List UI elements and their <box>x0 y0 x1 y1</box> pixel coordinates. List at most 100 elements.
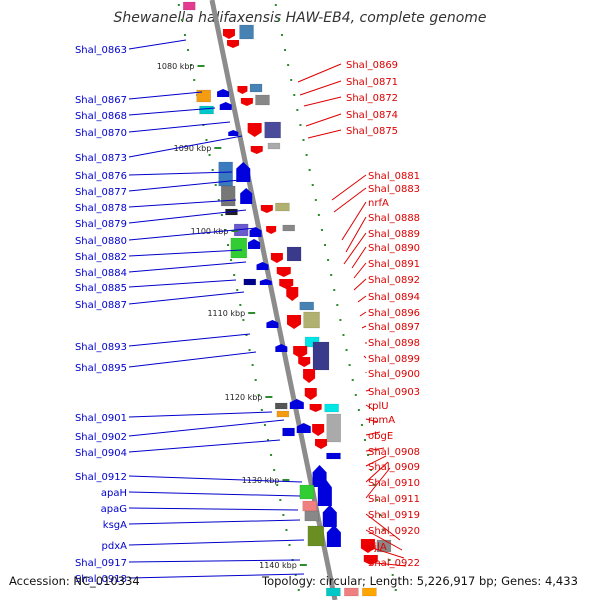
gene-block <box>249 83 263 93</box>
track-dot <box>270 454 273 456</box>
tick-label: 1120 kbp <box>225 393 263 402</box>
gene-connector <box>333 187 367 213</box>
gene-block <box>255 94 270 106</box>
gene-block <box>326 587 341 597</box>
gene-label-right: Shal_0881 <box>368 171 420 182</box>
track-dot <box>293 94 296 96</box>
gene-arrow-forward <box>317 478 332 506</box>
gene-label-right: djlA <box>368 542 387 553</box>
track-dot <box>290 79 293 81</box>
gene-label-right: Shal_0900 <box>368 369 420 380</box>
gene-connector <box>128 351 257 368</box>
gene-connector <box>361 325 367 329</box>
track-dot <box>239 304 242 306</box>
gene-label-right: Shal_0898 <box>368 338 420 349</box>
gene-connector <box>128 491 301 497</box>
track-dot <box>251 364 254 366</box>
gene-arrow-forward <box>275 344 288 352</box>
gene-connector <box>365 561 407 567</box>
track-dot <box>248 349 251 351</box>
gene-label-left: Shal_0877 <box>75 187 127 198</box>
track-dot <box>230 259 233 261</box>
gene-arrow-forward <box>326 525 341 547</box>
gene-arrow-forward <box>266 320 279 328</box>
gene-label-right: Shal_0874 <box>346 110 398 121</box>
gene-arrow-reverse <box>293 346 308 358</box>
track-dot <box>376 499 379 501</box>
gene-connector <box>128 107 216 116</box>
gene-arrow-forward <box>248 239 261 249</box>
gene-connector <box>299 80 342 96</box>
gene-connector <box>359 311 367 317</box>
left-gene-labels: Shal_0863 Shal_0867 Shal_0868 Shal_0870 Shal… <box>75 39 305 585</box>
track-dot <box>236 289 239 291</box>
gene-block <box>304 510 320 522</box>
gene-block <box>362 587 377 597</box>
gene-arrow-reverse <box>247 123 262 137</box>
track-dot <box>205 139 208 141</box>
gene-label-right: nrfA <box>368 198 389 209</box>
track-dot <box>211 169 214 171</box>
track-dot <box>391 574 394 576</box>
gene-label-left: Shal_0876 <box>75 171 127 182</box>
gene-block <box>230 237 248 259</box>
track-dot <box>280 34 283 36</box>
gene-label-right: rpmA <box>368 415 395 426</box>
gene-connector <box>128 39 187 50</box>
gene-label-left: Shal_0917 <box>75 558 127 569</box>
track-dot <box>260 409 263 411</box>
track-dot <box>320 229 323 231</box>
track-dot <box>273 469 276 471</box>
gene-label-left: Shal_0884 <box>75 268 127 279</box>
tick-label: 1140 kbp <box>259 561 297 570</box>
track-dot <box>274 4 277 6</box>
gene-label-left: Shal_0867 <box>75 95 127 106</box>
gene-arrow-forward <box>322 505 337 527</box>
gene-arrow-reverse <box>312 424 325 436</box>
gene-features <box>182 1 392 597</box>
track-dot <box>279 499 282 501</box>
gene-arrow-forward <box>289 399 304 409</box>
gene-connector <box>128 559 301 563</box>
gene-arrow-reverse <box>250 146 263 154</box>
gene-block <box>344 587 359 597</box>
gene-arrow-reverse <box>298 357 311 367</box>
gene-arrow-reverse <box>304 388 317 400</box>
gene-label-left: Shal_0879 <box>75 219 127 230</box>
track-dot <box>394 589 397 591</box>
gene-block <box>302 500 318 512</box>
track-dot <box>388 559 391 561</box>
gene-connector <box>365 404 375 411</box>
gene-arrow-reverse <box>315 439 328 449</box>
gene-label-right: Shal_0875 <box>346 126 398 137</box>
track-dot <box>287 64 290 66</box>
track-dot <box>296 109 299 111</box>
track-dot <box>183 34 186 36</box>
gene-connector <box>128 261 247 273</box>
gene-arrow-forward <box>249 227 262 237</box>
gene-label-left: Shal_0901 <box>75 413 127 424</box>
gene-label-left: Shal_0918 <box>75 574 127 585</box>
gene-label-right: Shal_0903 <box>368 387 420 398</box>
gene-label-left: Shal_0873 <box>75 153 127 164</box>
gene-connector <box>128 171 233 176</box>
gene-arrow-reverse <box>270 253 283 263</box>
gene-arrow-forward <box>228 130 239 136</box>
gene-connector <box>128 179 241 192</box>
gene-block <box>312 341 330 371</box>
track-dot <box>333 289 336 291</box>
gene-connector <box>128 227 257 241</box>
track-dot <box>276 484 279 486</box>
gene-label-left: Shal_0868 <box>75 111 127 122</box>
track-dot <box>308 169 311 171</box>
track-dot <box>254 379 257 381</box>
track-dot <box>220 214 223 216</box>
gene-label-right: Shal_0896 <box>368 308 420 319</box>
gene-block <box>324 403 339 413</box>
gene-label-left: Shal_0882 <box>75 252 127 263</box>
gene-arrow-forward <box>240 188 253 204</box>
gene-block <box>199 105 214 115</box>
gene-block <box>274 402 288 410</box>
gene-connector <box>128 199 237 208</box>
gene-connector <box>128 573 305 579</box>
